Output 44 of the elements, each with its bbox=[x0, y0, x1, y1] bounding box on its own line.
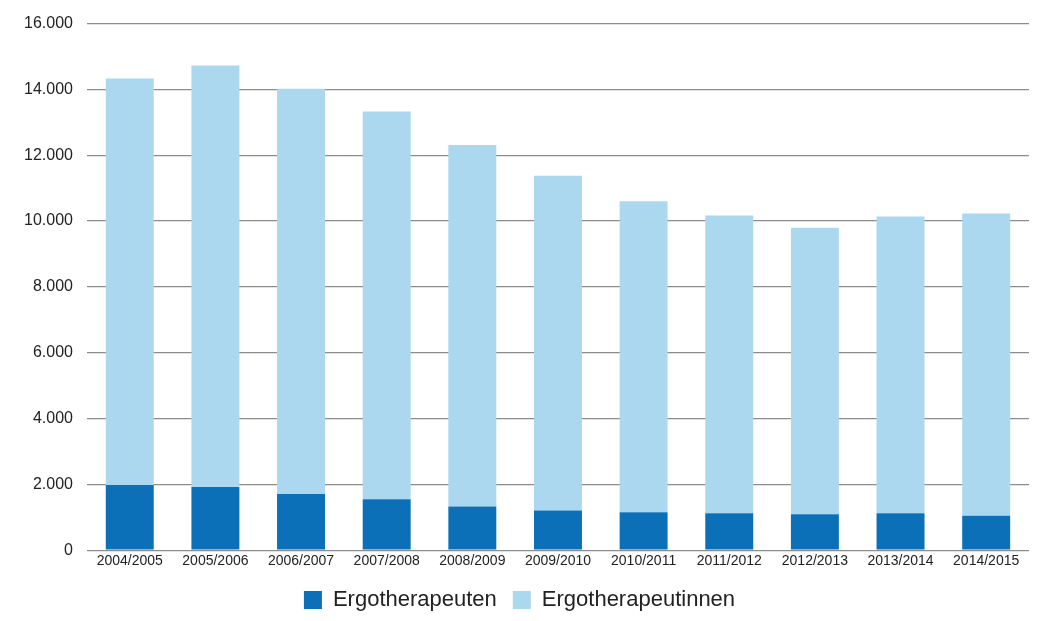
y-tick-label: 14.000 bbox=[24, 79, 74, 97]
bar bbox=[105, 78, 154, 486]
y-tick-label: 4.000 bbox=[32, 408, 74, 426]
bar bbox=[705, 513, 754, 550]
bar bbox=[277, 88, 326, 494]
bar bbox=[105, 485, 154, 550]
bar bbox=[705, 215, 754, 514]
bar bbox=[790, 514, 839, 550]
y-tick-label: 12.000 bbox=[24, 145, 74, 163]
bar bbox=[448, 506, 497, 550]
bar bbox=[448, 145, 497, 507]
bar bbox=[962, 515, 1011, 550]
x-tick-label: 2012/2013 bbox=[781, 552, 849, 569]
x-tick-label: 2006/2007 bbox=[267, 552, 335, 569]
bar bbox=[277, 493, 326, 550]
bar bbox=[362, 499, 411, 550]
y-tick-label: 10.000 bbox=[24, 211, 74, 229]
x-tick-label: 2005/2006 bbox=[182, 552, 249, 569]
x-tick-label: 2011/2012 bbox=[696, 552, 763, 569]
bar bbox=[876, 216, 925, 514]
y-tick-label: 16.000 bbox=[24, 14, 74, 32]
x-tick-label: 2004/2005 bbox=[96, 552, 164, 569]
bar bbox=[191, 65, 240, 488]
bar bbox=[619, 201, 668, 513]
x-tick-label: 2009/2010 bbox=[524, 552, 592, 569]
bar bbox=[790, 227, 839, 515]
y-tick-label: 6.000 bbox=[32, 343, 74, 361]
x-tick-label: 2013/2014 bbox=[867, 552, 934, 569]
legend-label: Ergotherapeutinnen bbox=[541, 586, 736, 612]
y-tick-label: 2.000 bbox=[32, 474, 74, 492]
x-tick-label: 2014/2015 bbox=[953, 552, 1020, 569]
bar bbox=[533, 175, 582, 511]
bar bbox=[619, 512, 668, 550]
y-tick-label: 8.000 bbox=[32, 277, 74, 295]
bar bbox=[533, 510, 582, 550]
bar bbox=[362, 111, 411, 500]
x-tick-label: 2010/2011 bbox=[611, 552, 677, 569]
bar bbox=[962, 213, 1011, 516]
x-tick-label: 2007/2008 bbox=[353, 552, 420, 569]
bar bbox=[876, 513, 925, 550]
bar bbox=[191, 487, 240, 550]
y-tick-label: 0 bbox=[64, 540, 74, 558]
legend-label: Ergotherapeuten bbox=[332, 586, 497, 612]
x-tick-label: 2008/2009 bbox=[439, 552, 506, 569]
